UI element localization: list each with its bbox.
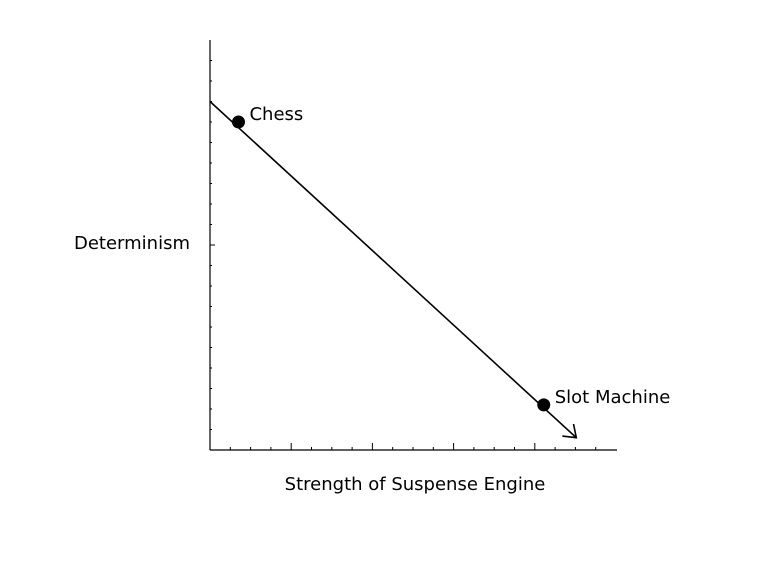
axis-ticks — [210, 60, 597, 450]
trend-line — [209, 100, 577, 439]
slot-machine-point — [537, 398, 551, 412]
slot-machine-label: Slot Machine — [555, 387, 671, 408]
data-points: Chess Slot Machine — [231, 104, 671, 412]
chess-point — [231, 115, 245, 129]
x-axis-label: Strength of Suspense Engine — [285, 474, 546, 495]
trend-arrowhead — [562, 423, 578, 439]
chess-label: Chess — [249, 104, 303, 125]
y-axis-label: Determinism — [74, 233, 190, 254]
